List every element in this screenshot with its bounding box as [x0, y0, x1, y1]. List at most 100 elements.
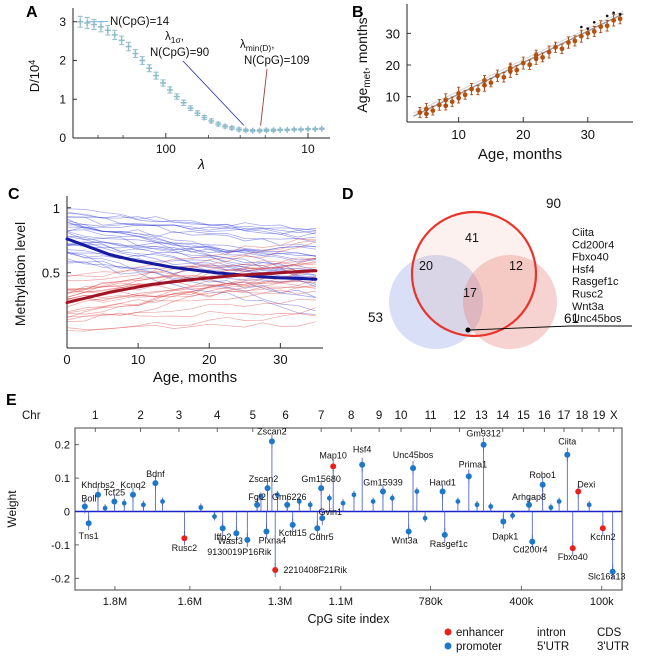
gene-label-Zscan2: Zscan2: [257, 426, 287, 436]
core-gene-Unc45bos: Unc45bos: [572, 313, 622, 325]
panel-b-age-prediction-plot: 10 20 30 10 20 30 Age, months Agemet, months: [354, 4, 633, 163]
e-chr-label-19: 19: [593, 410, 606, 422]
e-chr-label-4: 4: [214, 410, 221, 422]
panel-e-cpg-weight-manhattan-plot: Chr 1 2 3 4 5 6 7 8 9 10 11 12 13 14 15 16 17 18 19 X0.20.10…: [5, 410, 629, 653]
e-chr-label-16: 16: [538, 410, 551, 422]
gene-label-Gm9312: Gm9312: [466, 429, 501, 439]
b-y-axis-label: Agemet, months: [354, 17, 373, 112]
a-x-tick-label: 10: [301, 142, 315, 156]
e-stems-and-points: [81, 434, 616, 579]
e-chr-label-1: 1: [92, 410, 98, 422]
gene-label-Unc45bos: Unc45bos: [393, 450, 434, 460]
e-x-tick-label: 1.3M: [268, 596, 292, 608]
core-gene-Rusc2: Rusc2: [572, 289, 603, 301]
e-y-tick-label: 0: [64, 507, 70, 519]
gene-label-Zscan2: Zscan2: [249, 474, 279, 484]
core-gene-Ciita: Ciita: [572, 227, 595, 239]
a-annotation-ncpg90: N(CpG)=90: [150, 47, 209, 59]
gene-label-Hsf4: Hsf4: [353, 445, 372, 455]
venn-count-20: 20: [419, 259, 433, 273]
e-chr-label-5: 5: [250, 410, 256, 422]
e-chr-label-18: 18: [576, 410, 589, 422]
gene-label-Dexi: Dexi: [577, 479, 595, 489]
e-y-tick-label: 0.1: [55, 473, 70, 485]
gene-label-Prima1: Prima1: [459, 459, 488, 469]
legend-promoter-dot: [444, 642, 452, 650]
e-plot-border: [74, 427, 623, 591]
a-y-axis-label: D/104: [27, 60, 42, 92]
e-chr-label-10: 10: [395, 410, 408, 422]
a-annotation-lambda-minD: λmin(D),: [240, 39, 274, 53]
gene-label-Map10: Map10: [319, 450, 347, 460]
c-x-tick-label: 20: [202, 352, 216, 367]
venn-circle-61: [463, 255, 557, 349]
venn-count-17: 17: [463, 286, 477, 300]
gene-label-Khdrbs2: Khdrbs2: [81, 480, 115, 490]
e-chr-label-8: 8: [348, 410, 354, 422]
d-core-gene-list: CiitaCd200r4Fbxo40Hsf4Rasgef1cRusc2Wnt3a…: [572, 227, 622, 325]
venn-pointer-line: [469, 325, 571, 331]
b-y-tick-label: 30: [386, 26, 400, 41]
gene-label-Kctd15: Kctd15: [279, 528, 307, 538]
a-annotation-ncpg109: N(CpG)=109: [244, 55, 310, 67]
e-chr-label-15: 15: [517, 410, 530, 422]
e-chr-label-14: 14: [496, 410, 509, 422]
e-chr-label-X: X: [610, 410, 618, 422]
a-annotation-lambda-1sigma: λ1σ,: [165, 31, 184, 45]
gene-label-Cdhr5: Cdhr5: [309, 532, 334, 542]
core-gene-Wnt3a: Wnt3a: [572, 301, 605, 313]
a-x-axis-label: λ: [197, 156, 205, 172]
gene-label-Fbxo40: Fbxo40: [558, 552, 588, 562]
core-gene-Rasgef1c: Rasgef1c: [572, 276, 619, 288]
e-chr-label-11: 11: [425, 410, 437, 422]
b-y-tick-label: 20: [386, 58, 400, 73]
gene-label-Rasgef1c: Rasgef1c: [430, 539, 469, 549]
c-mean-trend-down: [65, 237, 318, 281]
e-chr-axis-label: Chr: [22, 410, 41, 422]
e-x-tick-label: 1.8M: [103, 596, 127, 608]
gene-label-Kcnn2: Kcnn2: [590, 532, 616, 542]
gene-label-Wnt3a: Wnt3a: [392, 536, 418, 546]
e-chr-label-13: 13: [475, 410, 488, 422]
venn-set-size-90: 90: [546, 196, 561, 211]
venn-count-41: 41: [465, 231, 479, 245]
b-x-tick-label: 10: [451, 127, 465, 142]
core-gene-Fbxo40: Fbxo40: [572, 252, 609, 264]
legend-label-utr3: 3'UTR: [597, 641, 629, 653]
e-x-tick-label: 1.6M: [178, 596, 202, 608]
gene-label-Wasf3: Wasf3: [218, 536, 243, 546]
e-y-tick-label: -0.1: [51, 540, 70, 552]
gene-label-Bdnf: Bdnf: [146, 469, 165, 479]
b-x-tick-label: 30: [581, 127, 595, 142]
venn-set-size-53: 53: [368, 310, 383, 325]
legend-enhancer-dot: [444, 628, 452, 636]
e-x-tick-label: 100k: [590, 596, 614, 608]
e-x-tick-label: 1.1M: [329, 596, 353, 608]
a-y-tick-label: 2: [59, 54, 66, 68]
legend-label-enhancer: enhancer: [456, 627, 504, 639]
a-y-tick-label: 0: [59, 131, 66, 145]
c-x-tick-label: 0: [63, 352, 70, 367]
a-y-tick-label: 1: [59, 92, 66, 106]
a-data-series: [77, 15, 325, 134]
c-y-axis-label: Methylation level: [12, 222, 28, 326]
b-y-tick-label: 10: [386, 90, 400, 105]
e-chr-label-9: 9: [376, 410, 382, 422]
c-x-tick-label: 30: [273, 352, 287, 367]
gene-label-Cd200r4: Cd200r4: [513, 545, 548, 555]
gene-label-Slc16a13: Slc16a13: [588, 572, 626, 582]
gene-label-Ciita: Ciita: [558, 437, 576, 447]
core-gene-Cd200r4: Cd200r4: [572, 239, 614, 251]
gene-label-Boll: Boll: [81, 493, 96, 503]
gene-label-Tns1: Tns1: [79, 531, 99, 541]
c-y-tick-label: 1: [53, 201, 60, 216]
gene-label-Gm6226: Gm6226: [272, 492, 307, 502]
gene-label-Arhgap8: Arhgap8: [512, 492, 546, 502]
gene-label-Fgl2: Fgl2: [248, 492, 266, 502]
venn-count-12: 12: [509, 259, 523, 273]
a-x-tick-label: 100: [156, 142, 176, 156]
c-x-axis-label: Age, months: [153, 369, 237, 386]
e-chr-label-17: 17: [558, 410, 571, 422]
